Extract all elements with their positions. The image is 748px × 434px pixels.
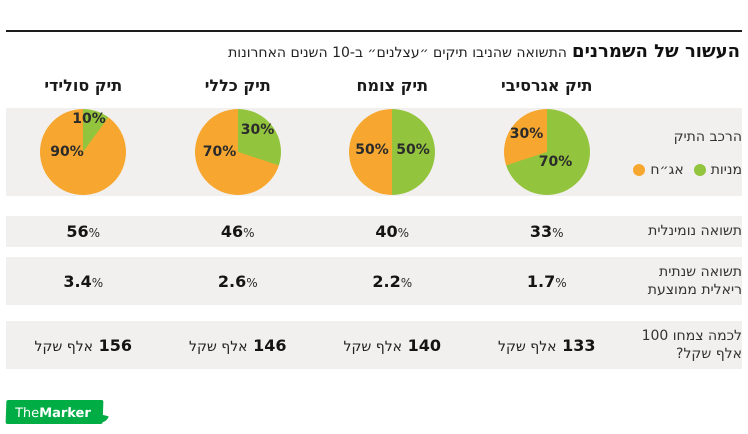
pie-cell-general: 70% 30%	[161, 108, 316, 196]
composition-label-cell: הרכב התיק מניות אג״ח	[624, 126, 742, 178]
legend-label-stocks: מניות	[710, 162, 742, 179]
nominal-return-label: תשואה נומינלית	[648, 223, 742, 240]
real-value-solid: 3.4%	[6, 272, 161, 291]
top-rule	[6, 30, 742, 32]
pie-legend: מניות אג״ח	[628, 162, 742, 178]
real-value-general: 2.6%	[161, 272, 316, 291]
title-bold: העשור של השמרנים	[572, 41, 740, 62]
grown-label-line2: אלף שקל?	[676, 346, 742, 362]
nominal-value-aggressive: 33%	[470, 222, 625, 241]
nominal-value-growth: 40%	[315, 222, 470, 241]
legend-item-stocks: מניות	[693, 162, 742, 179]
pie-label-bonds: 30%	[509, 126, 544, 142]
percent-sign: %	[246, 275, 258, 290]
pie-solid	[40, 109, 127, 195]
value-number: 156	[98, 335, 132, 355]
pie-cell-solid: 90% 10%	[6, 108, 161, 196]
grown-label-line1: לכמה צמחו 100	[641, 327, 742, 344]
pie-chart-general: 70% 30%	[194, 109, 281, 195]
column-headers: תיק אגרסיבי תיק צומח תיק כללי תיק סולידי	[6, 76, 742, 95]
page-title: העשור של השמרנים התשואה שהניבו תיקים ״עצ…	[8, 41, 740, 62]
grown-value-solid: 156 אלף שקל	[6, 336, 161, 355]
real-return-label-line2: ריאלית ממוצעת	[647, 282, 742, 298]
grown-value-growth: 140 אלף שקל	[315, 336, 470, 355]
real-value-growth: 2.2%	[315, 272, 470, 291]
pie-chart-solid: 90% 10%	[40, 109, 127, 195]
portfolio-composition-row: הרכב התיק מניות אג״ח 30% 70% 50% 50%	[6, 108, 742, 196]
value-unit: אלף שקל	[188, 338, 248, 355]
pie-label-bonds: 50%	[355, 142, 389, 158]
pie-label-stocks: 10%	[72, 111, 106, 127]
value-number: 140	[407, 335, 441, 355]
pie-label-bonds: 90%	[50, 144, 84, 160]
legend-item-bonds: אג״ח	[633, 162, 684, 179]
pie-label-bonds: 70%	[202, 144, 237, 160]
value-number: 3.4	[63, 271, 92, 291]
value-number: 46	[220, 222, 244, 241]
percent-sign: %	[91, 275, 104, 290]
percent-sign: %	[400, 275, 413, 290]
grown-amount-row: לכמה צמחו 100 אלף שקל? 133 אלף שקל 140 א…	[6, 321, 742, 369]
column-header-solid: תיק סולידי	[44, 76, 123, 95]
grown-amount-label: לכמה צמחו 100 אלף שקל?	[624, 327, 742, 363]
pie-general	[194, 109, 281, 195]
value-number: 1.7	[526, 271, 556, 291]
value-number: 2.2	[372, 271, 401, 291]
real-annual-return-row: תשואה שנתית ריאלית ממוצעת 1.7% 2.2% 2.6%…	[6, 257, 742, 305]
column-header-general: תיק כללי	[204, 76, 271, 95]
percent-sign: %	[88, 226, 101, 240]
real-return-label-line1: תשואה שנתית	[659, 263, 742, 280]
bonds-dot-icon	[633, 164, 646, 177]
value-number: 40	[375, 222, 398, 241]
pie-label-stocks: 50%	[396, 142, 430, 158]
nominal-value-solid: 56%	[6, 222, 161, 241]
value-unit: אלף שקל	[497, 338, 557, 355]
logo-text-marker: Marker	[38, 406, 92, 421]
pie-growth	[349, 109, 436, 195]
composition-row-label: הרכב התיק	[673, 128, 742, 145]
percent-sign: %	[555, 275, 567, 290]
value-number: 56	[66, 222, 89, 241]
value-unit: אלף שקל	[343, 338, 403, 355]
real-return-label: תשואה שנתית ריאלית ממוצעת	[624, 263, 742, 299]
legend-label-bonds: אג״ח	[650, 162, 684, 179]
value-unit: אלף שקל	[34, 338, 94, 355]
percent-sign: %	[397, 226, 410, 240]
value-number: 133	[562, 335, 596, 355]
pie-chart-growth: 50% 50%	[349, 109, 436, 195]
column-header-growth: תיק צומח	[356, 76, 429, 95]
nominal-return-row: תשואה נומינלית 33% 40% 46% 56%	[6, 216, 742, 247]
value-number: 33	[529, 222, 553, 241]
value-number: 146	[253, 335, 287, 355]
logo-text-the: The	[14, 406, 40, 421]
stocks-dot-icon	[693, 164, 706, 177]
pie-label-stocks: 70%	[538, 154, 573, 170]
nominal-value-general: 46%	[161, 222, 316, 241]
pie-aggressive	[503, 109, 590, 195]
column-header-aggressive: תיק אגרסיבי	[501, 76, 593, 95]
pie-cell-aggressive: 30% 70%	[470, 108, 625, 196]
percent-sign: %	[243, 226, 255, 240]
value-number: 2.6	[217, 271, 247, 291]
real-value-aggressive: 1.7%	[470, 272, 625, 291]
grown-value-general: 146 אלף שקל	[161, 336, 316, 355]
pie-label-stocks: 30%	[240, 122, 275, 138]
title-subtitle: התשואה שהניבו תיקים ״עצלנים״ ב-10 השנים …	[228, 45, 567, 61]
percent-sign: %	[552, 226, 564, 240]
pie-chart-aggressive: 30% 70%	[503, 109, 590, 195]
pie-cell-growth: 50% 50%	[315, 108, 470, 196]
grown-value-aggressive: 133 אלף שקל	[470, 336, 625, 355]
